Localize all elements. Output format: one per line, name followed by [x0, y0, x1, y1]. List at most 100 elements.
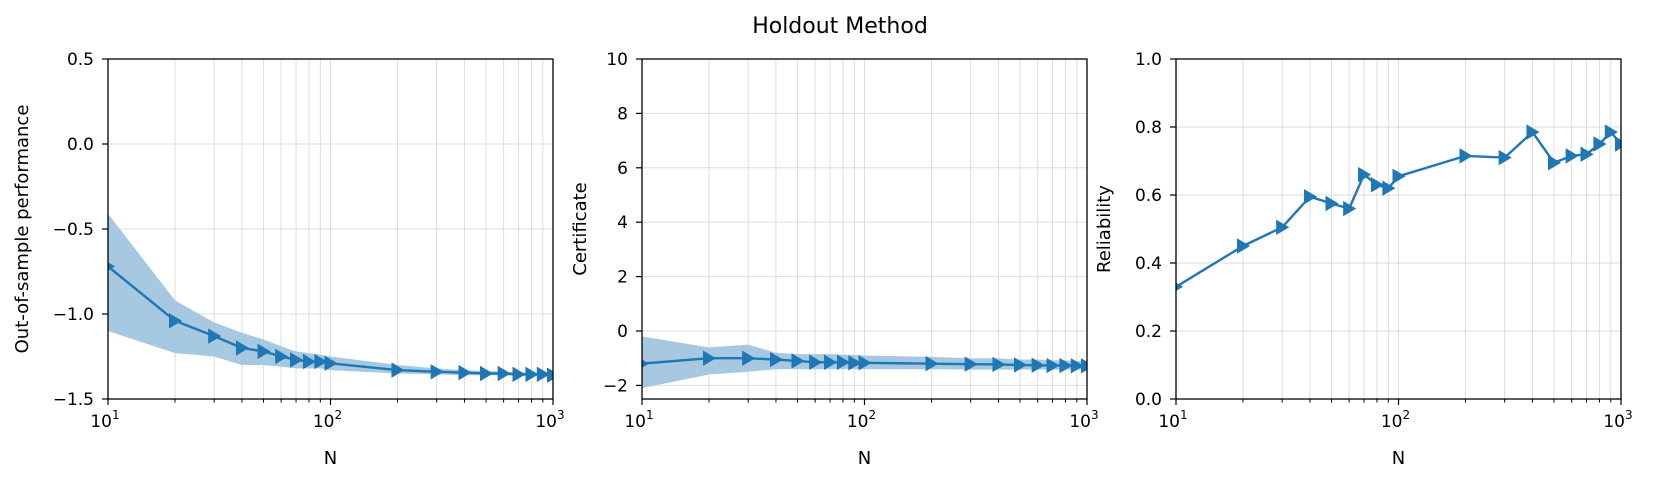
x-tick-label: 101 [90, 408, 119, 432]
data-point [836, 354, 851, 370]
data-point [290, 352, 304, 368]
data-point [925, 355, 939, 372]
data-point [324, 355, 338, 371]
data-point [791, 353, 805, 369]
y-tick-label: 2 [617, 268, 628, 288]
x-tick-label-exponent: 2 [1403, 408, 1411, 422]
data-point [168, 313, 183, 329]
x-tick-label-exponent: 3 [1091, 408, 1099, 422]
data-point [702, 350, 717, 366]
data-point [1565, 148, 1579, 164]
y-tick-label: 0.0 [67, 135, 94, 155]
x-tick-label-exponent: 2 [869, 408, 877, 422]
x-tick-label-exponent: 1 [646, 408, 654, 422]
data-point [480, 365, 494, 382]
y-tick-label: 0 [617, 322, 628, 342]
x-tick-label-base: 10 [1069, 412, 1091, 432]
data-point [235, 340, 250, 356]
data-point [1392, 168, 1406, 184]
data-point [391, 362, 405, 378]
y-axis-label: Reliability [1094, 185, 1115, 273]
data-point [742, 350, 756, 366]
y-tick-label: 8 [617, 104, 628, 124]
data-point [1382, 180, 1396, 196]
data-layer [108, 213, 553, 383]
y-tick-label: 10 [606, 50, 628, 70]
data-point [1580, 146, 1594, 162]
x-tick-label: 103 [1603, 408, 1632, 432]
x-axis-label: N [324, 448, 337, 469]
x-tick-label-exponent: 3 [1625, 408, 1633, 422]
data-point [430, 364, 444, 380]
data-point [858, 355, 872, 371]
data-point [1046, 357, 1060, 374]
x-tick-label-base: 10 [1381, 412, 1403, 432]
y-axis: −1.5 −1.0 −0.5 0.0 0.5 [53, 50, 108, 410]
y-tick-label: 0.2 [1135, 322, 1162, 342]
data-point [1031, 357, 1045, 373]
data-point [1459, 148, 1473, 164]
x-tick-label-exponent: 1 [1180, 408, 1188, 422]
data-point [314, 353, 328, 370]
x-tick-label: 102 [313, 408, 342, 432]
data-point [1059, 357, 1073, 374]
x-axis-label: N [1392, 448, 1405, 469]
data-point [992, 356, 1006, 373]
y-tick-label: 6 [617, 159, 628, 179]
x-tick-label: 101 [1158, 408, 1187, 432]
x-tick-label-exponent: 3 [557, 408, 565, 422]
figure-title: Holdout Method [752, 14, 928, 39]
data-point [1236, 238, 1251, 254]
data-point [275, 348, 289, 365]
data-point [547, 367, 553, 383]
data-point [824, 354, 838, 370]
data-point [458, 364, 472, 381]
x-axis: 101 102 103 [1158, 399, 1633, 432]
y-tick-label: 0.8 [1135, 118, 1162, 138]
chart-performance: 101 102 103−1.5−1.0−0.50.00.5NOut-of-sampl… [12, 50, 565, 469]
y-tick-label: 1.0 [1135, 50, 1162, 70]
data-point [964, 356, 978, 372]
y-axis-label: Certificate [570, 182, 591, 276]
x-axis: 101 102 103 [90, 399, 565, 432]
data-point [769, 351, 784, 368]
data-point [1498, 149, 1512, 166]
x-tick-label: 101 [624, 408, 653, 432]
y-tick-label: 4 [617, 213, 628, 233]
data-point [1070, 358, 1084, 374]
y-tick-label: 0.6 [1135, 186, 1162, 206]
data-point [1593, 136, 1607, 152]
data-point [1303, 189, 1318, 205]
data-point [809, 354, 823, 370]
x-tick-label-base: 10 [847, 412, 869, 432]
grid [1175, 58, 1621, 400]
data-point [536, 366, 550, 383]
y-axis-label: Out-of-sample performance [12, 105, 33, 354]
data-layer [1176, 124, 1621, 291]
x-tick-label-base: 10 [624, 412, 646, 432]
x-tick-label: 102 [847, 408, 876, 432]
y-tick-label: 0.5 [67, 50, 94, 70]
y-tick-label: 0.0 [1135, 390, 1162, 410]
y-tick-label: −1.0 [53, 305, 94, 325]
data-point [257, 343, 271, 360]
data-point [1615, 136, 1621, 152]
data-point [525, 366, 539, 383]
x-tick-label-base: 10 [90, 412, 112, 432]
data-point [208, 328, 222, 344]
y-tick-label: 0.4 [1135, 254, 1162, 274]
chart-reliability: 101 102 103 0.0 0.2 0.4 0.6 0.8 1.0 N Reliability [1094, 50, 1633, 469]
y-tick-label: −2 [603, 376, 628, 396]
y-tick-label: −1.5 [53, 390, 94, 410]
x-tick-label-base: 10 [313, 412, 335, 432]
data-layer [642, 336, 1087, 389]
x-tick-label: 103 [535, 408, 564, 432]
x-axis: 101 102 103 [624, 399, 1099, 432]
data-point [1370, 177, 1385, 193]
data-point [1343, 200, 1357, 217]
y-axis: −2 0 2 4 6 8 10 [603, 50, 642, 396]
data-point [1526, 124, 1540, 140]
data-point [1276, 219, 1290, 235]
